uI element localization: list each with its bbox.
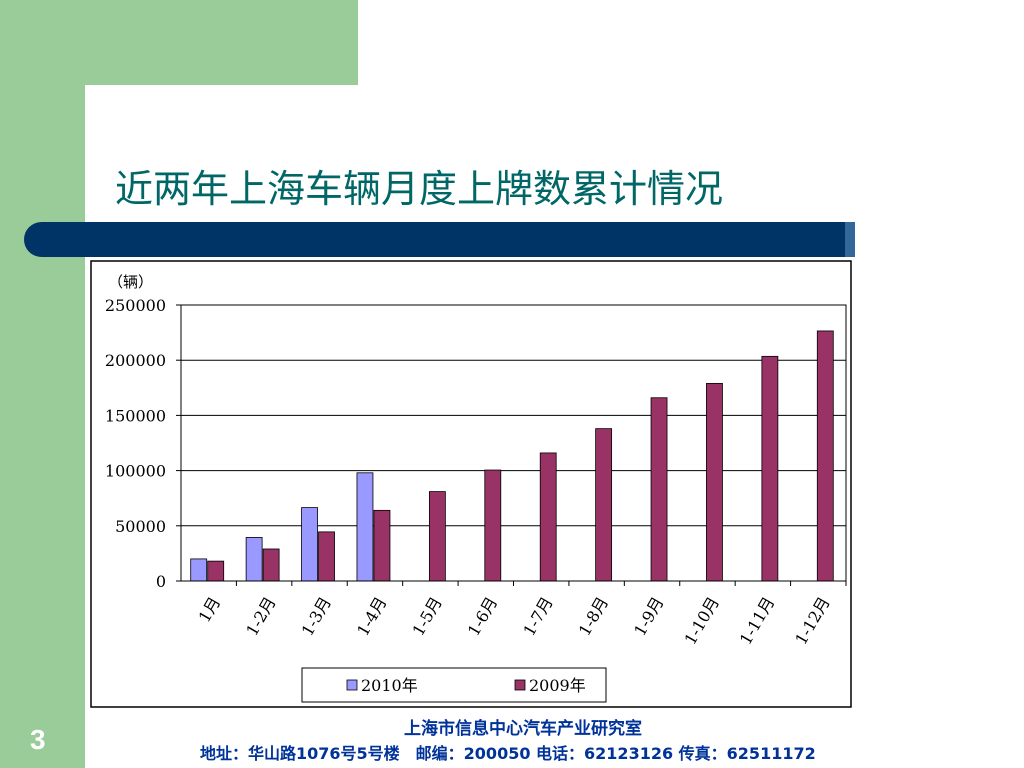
bar-2010年-1-2月 — [245, 536, 263, 582]
page-number: 3 — [30, 724, 46, 755]
legend-swatch-2010 — [346, 679, 358, 691]
bar-2010年-1-4月 — [356, 472, 374, 582]
footer-address: 地址：华山路1076号5号楼 邮编：200050 电话：62123126 传真：… — [200, 744, 816, 763]
green-top-band — [0, 0, 358, 85]
gridlines — [181, 359, 846, 527]
bar-2009年-1-6月 — [484, 469, 502, 582]
bar-2009年-1-7月 — [539, 452, 557, 582]
bar-2009年-1-11月 — [761, 355, 779, 582]
title-underline-band — [24, 222, 854, 257]
bar-2009年-1-3月 — [318, 531, 335, 582]
legend-swatch-2009 — [514, 679, 526, 691]
y-tick-label: 250000 — [105, 296, 166, 315]
y-axis-unit-label: （辆） — [108, 273, 153, 291]
white-rounded-corner — [85, 85, 205, 205]
green-left-band — [0, 0, 85, 768]
footer-organization: 上海市信息中心汽车产业研究室 — [404, 719, 642, 739]
y-tick-label: 200000 — [105, 351, 166, 370]
chart-frame — [90, 260, 852, 708]
bar-2009年-1-12月 — [816, 330, 834, 582]
y-tick-label: 50000 — [115, 517, 166, 536]
legend-label-2010: 2010年 — [361, 676, 418, 695]
bar-2009年-1月 — [207, 560, 225, 582]
y-axis-ticks: 0 50000 100000 150000 200000 250000 — [105, 296, 181, 591]
bar-2009年-1-8月 — [595, 428, 613, 582]
y-tick-label: 0 — [156, 572, 166, 591]
bar-2009年-1-10月 — [706, 382, 723, 582]
slide-title: 近两年上海车辆月度上牌数累计情况 — [115, 167, 724, 211]
legend-label-2009: 2009年 — [529, 676, 586, 695]
title-underline-band-end — [845, 222, 855, 257]
y-tick-label: 150000 — [105, 406, 166, 425]
plot-area-border — [180, 304, 847, 582]
legend: 2010年 2009年 — [301, 667, 607, 703]
bar-2009年-1-9月 — [650, 397, 668, 582]
bars — [190, 330, 834, 582]
bar-2010年-1月 — [190, 558, 208, 582]
bar-2009年-1-4月 — [373, 509, 391, 582]
bar-2010年-1-3月 — [301, 507, 318, 582]
bar-2009年-1-2月 — [262, 548, 280, 582]
bar-2009年-1-5月 — [428, 491, 446, 582]
y-tick-label: 100000 — [105, 462, 166, 481]
